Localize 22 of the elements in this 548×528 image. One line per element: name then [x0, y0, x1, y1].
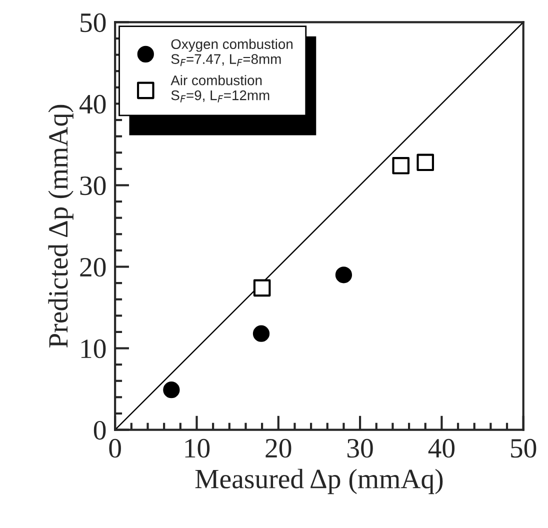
point	[163, 382, 180, 398]
point	[252, 325, 270, 342]
x-tick-label: 50	[511, 438, 536, 458]
y-tick-label: 40	[80, 94, 106, 114]
x-tick-label: 40	[428, 438, 455, 458]
point	[335, 266, 352, 284]
y-tick-label: 10	[81, 339, 106, 358]
x-tick-label: 20	[266, 438, 292, 458]
y-tick-label: 20	[80, 258, 106, 277]
y-tick-label: 0	[94, 420, 106, 440]
y-tick-label: 30	[80, 176, 106, 196]
point	[253, 279, 271, 297]
x-axis-title: Measured Δp (mmAq)	[195, 468, 443, 494]
y-tick-label: 50	[80, 13, 106, 32]
x-tick-label: 10	[185, 438, 210, 458]
point	[416, 154, 434, 172]
legend-label: Air combustion S$_{F}$=9, L$_{F}$=12mm	[170, 75, 270, 102]
x-tick-label: 30	[347, 438, 373, 458]
x-tick-label: 0	[109, 438, 121, 458]
legend-label: Oxygen combustion S$_{F}$=7.47, L$_{F}$=8mm	[171, 38, 292, 66]
point	[392, 157, 410, 174]
y-axis-title: Predicted Δp (mmAq)	[48, 104, 74, 348]
